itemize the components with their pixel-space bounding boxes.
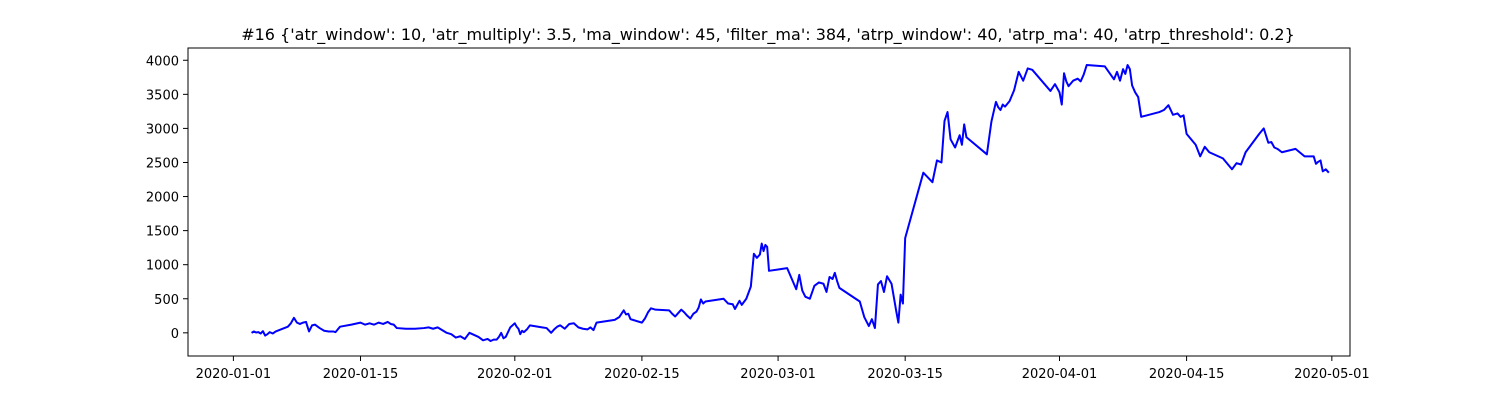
y-tick-label: 1500	[146, 225, 179, 240]
x-tick-label: 2020-03-01	[740, 367, 816, 382]
x-tick-label: 2020-02-15	[604, 367, 680, 382]
y-axis: 0 500 1000 1500 2000 2500 3000 3500 4000	[146, 54, 188, 342]
y-tick-label: 500	[154, 293, 179, 308]
x-tick-label: 2020-01-01	[196, 367, 272, 382]
x-tick-label: 2020-03-15	[867, 367, 943, 382]
y-tick-label: 1000	[146, 259, 179, 274]
x-axis: 2020-01-01 2020-01-15 2020-02-01 2020-02-15…	[196, 356, 1370, 382]
y-tick-label: 4000	[146, 54, 179, 69]
y-tick-label: 3500	[146, 88, 179, 103]
x-tick-label: 2020-04-15	[1149, 367, 1225, 382]
x-tick-label: 2020-05-01	[1294, 367, 1370, 382]
y-tick-label: 0	[171, 327, 179, 342]
chart-title: #16 {'atr_window': 10, 'atr_multiply': 3…	[241, 25, 1295, 45]
y-tick-label: 3000	[146, 122, 179, 137]
plot-frame	[187, 47, 1351, 357]
y-tick-label: 2000	[146, 191, 179, 206]
x-tick-label: 2020-01-15	[323, 367, 399, 382]
y-tick-label: 2500	[146, 156, 179, 171]
x-tick-label: 2020-04-01	[1022, 367, 1098, 382]
series-line	[251, 64, 1330, 343]
x-tick-label: 2020-02-01	[477, 367, 553, 382]
